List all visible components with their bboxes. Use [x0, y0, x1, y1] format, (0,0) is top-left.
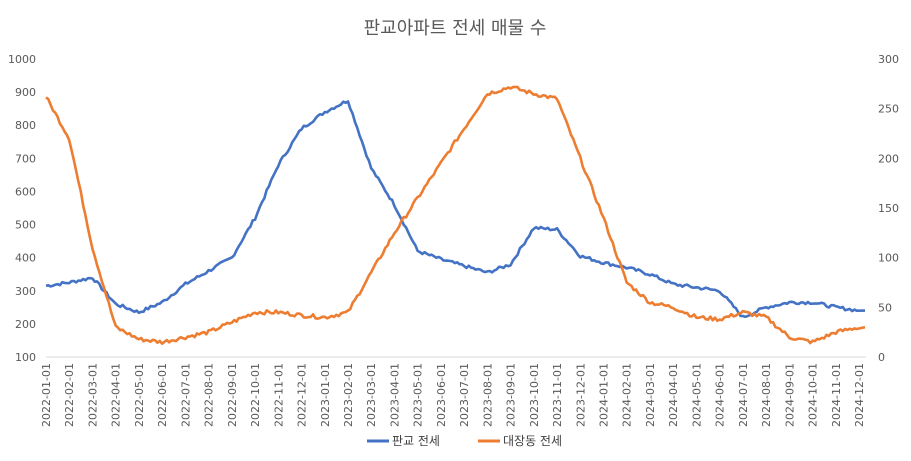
x-tick-label: 2023-10-01 [528, 363, 541, 427]
x-tick-label: 2022-02-01 [63, 363, 76, 427]
x-tick-label: 2024-09-01 [783, 363, 796, 427]
series-layer [45, 85, 866, 345]
x-tick-label: 2024-12-01 [853, 363, 866, 427]
series-line-2 [45, 85, 866, 345]
x-tick-label: 2024-11-01 [830, 363, 843, 427]
legend-label-2: 대장동 전세 [503, 434, 562, 448]
x-tick-label: 2022-11-01 [272, 363, 285, 427]
right-tick-label: 250 [878, 103, 899, 116]
left-tick-label: 500 [15, 219, 36, 232]
left-tick-label: 300 [15, 285, 36, 298]
right-tick-label: 100 [878, 252, 899, 265]
x-tick-label: 2022-03-01 [86, 363, 99, 427]
x-tick-label: 2023-04-01 [388, 363, 401, 427]
left-tick-label: 800 [15, 119, 36, 132]
x-axis: 2022-01-01 2022-02-01 2022-03-01 2022-04-01… [40, 356, 866, 427]
left-y-axis: 100 200 300 400 500 600 700 800 900 1000 [8, 53, 36, 364]
x-tick-label: 2022-09-01 [226, 363, 239, 427]
x-tick-label: 2022-06-01 [156, 363, 169, 427]
left-tick-label: 700 [15, 152, 36, 165]
x-tick-label: 2022-12-01 [296, 363, 309, 427]
x-tick-label: 2024-02-01 [621, 363, 634, 427]
x-tick-label: 2024-03-01 [644, 363, 657, 427]
left-tick-label: 200 [15, 318, 36, 331]
x-tick-label: 2023-09-01 [505, 363, 518, 427]
x-tick-label: 2023-11-01 [551, 363, 564, 427]
legend: 판교 전세 대장동 전세 [367, 434, 562, 448]
right-tick-label: 200 [878, 152, 899, 165]
right-tick-label: 50 [878, 301, 892, 314]
right-tick-label: 300 [878, 53, 899, 66]
left-tick-label: 400 [15, 252, 36, 265]
left-tick-label: 100 [15, 351, 36, 364]
x-tick-label: 2024-10-01 [807, 363, 820, 427]
x-tick-label: 2023-03-01 [365, 363, 378, 427]
x-tick-label: 2024-04-01 [667, 363, 680, 427]
right-tick-label: 150 [878, 202, 899, 215]
x-tick-label: 2024-01-01 [598, 363, 611, 427]
x-tick-label: 2024-07-01 [737, 363, 750, 427]
left-tick-label: 1000 [8, 53, 36, 66]
x-tick-label: 2024-05-01 [690, 363, 703, 427]
chart-title: 판교아파트 전세 매물 수 [364, 18, 547, 39]
x-tick-label: 2022-10-01 [249, 363, 262, 427]
x-tick-label: 2023-01-01 [319, 363, 332, 427]
series-line-1 [45, 100, 866, 319]
x-tick-label: 2023-07-01 [458, 363, 471, 427]
x-tick-label: 2022-07-01 [179, 363, 192, 427]
legend-label-1: 판교 전세 [392, 434, 440, 448]
x-tick-label: 2022-01-01 [40, 363, 53, 427]
left-tick-label: 600 [15, 185, 36, 198]
x-tick-label: 2023-02-01 [342, 363, 355, 427]
x-tick-label: 2023-08-01 [481, 363, 494, 427]
x-tick-label: 2023-06-01 [435, 363, 448, 427]
x-tick-label: 2022-04-01 [110, 363, 123, 427]
x-tick-label: 2022-08-01 [203, 363, 216, 427]
x-tick-label: 2023-05-01 [412, 363, 425, 427]
x-tick-label: 2024-08-01 [760, 363, 773, 427]
x-tick-label: 2022-05-01 [133, 363, 146, 427]
x-tick-label: 2024-06-01 [714, 363, 727, 427]
left-tick-label: 900 [15, 86, 36, 99]
right-tick-label: 0 [878, 351, 885, 364]
right-y-axis: 0 50 100 150 200 250 300 [878, 53, 899, 364]
x-tick-label: 2023-12-01 [574, 363, 587, 427]
